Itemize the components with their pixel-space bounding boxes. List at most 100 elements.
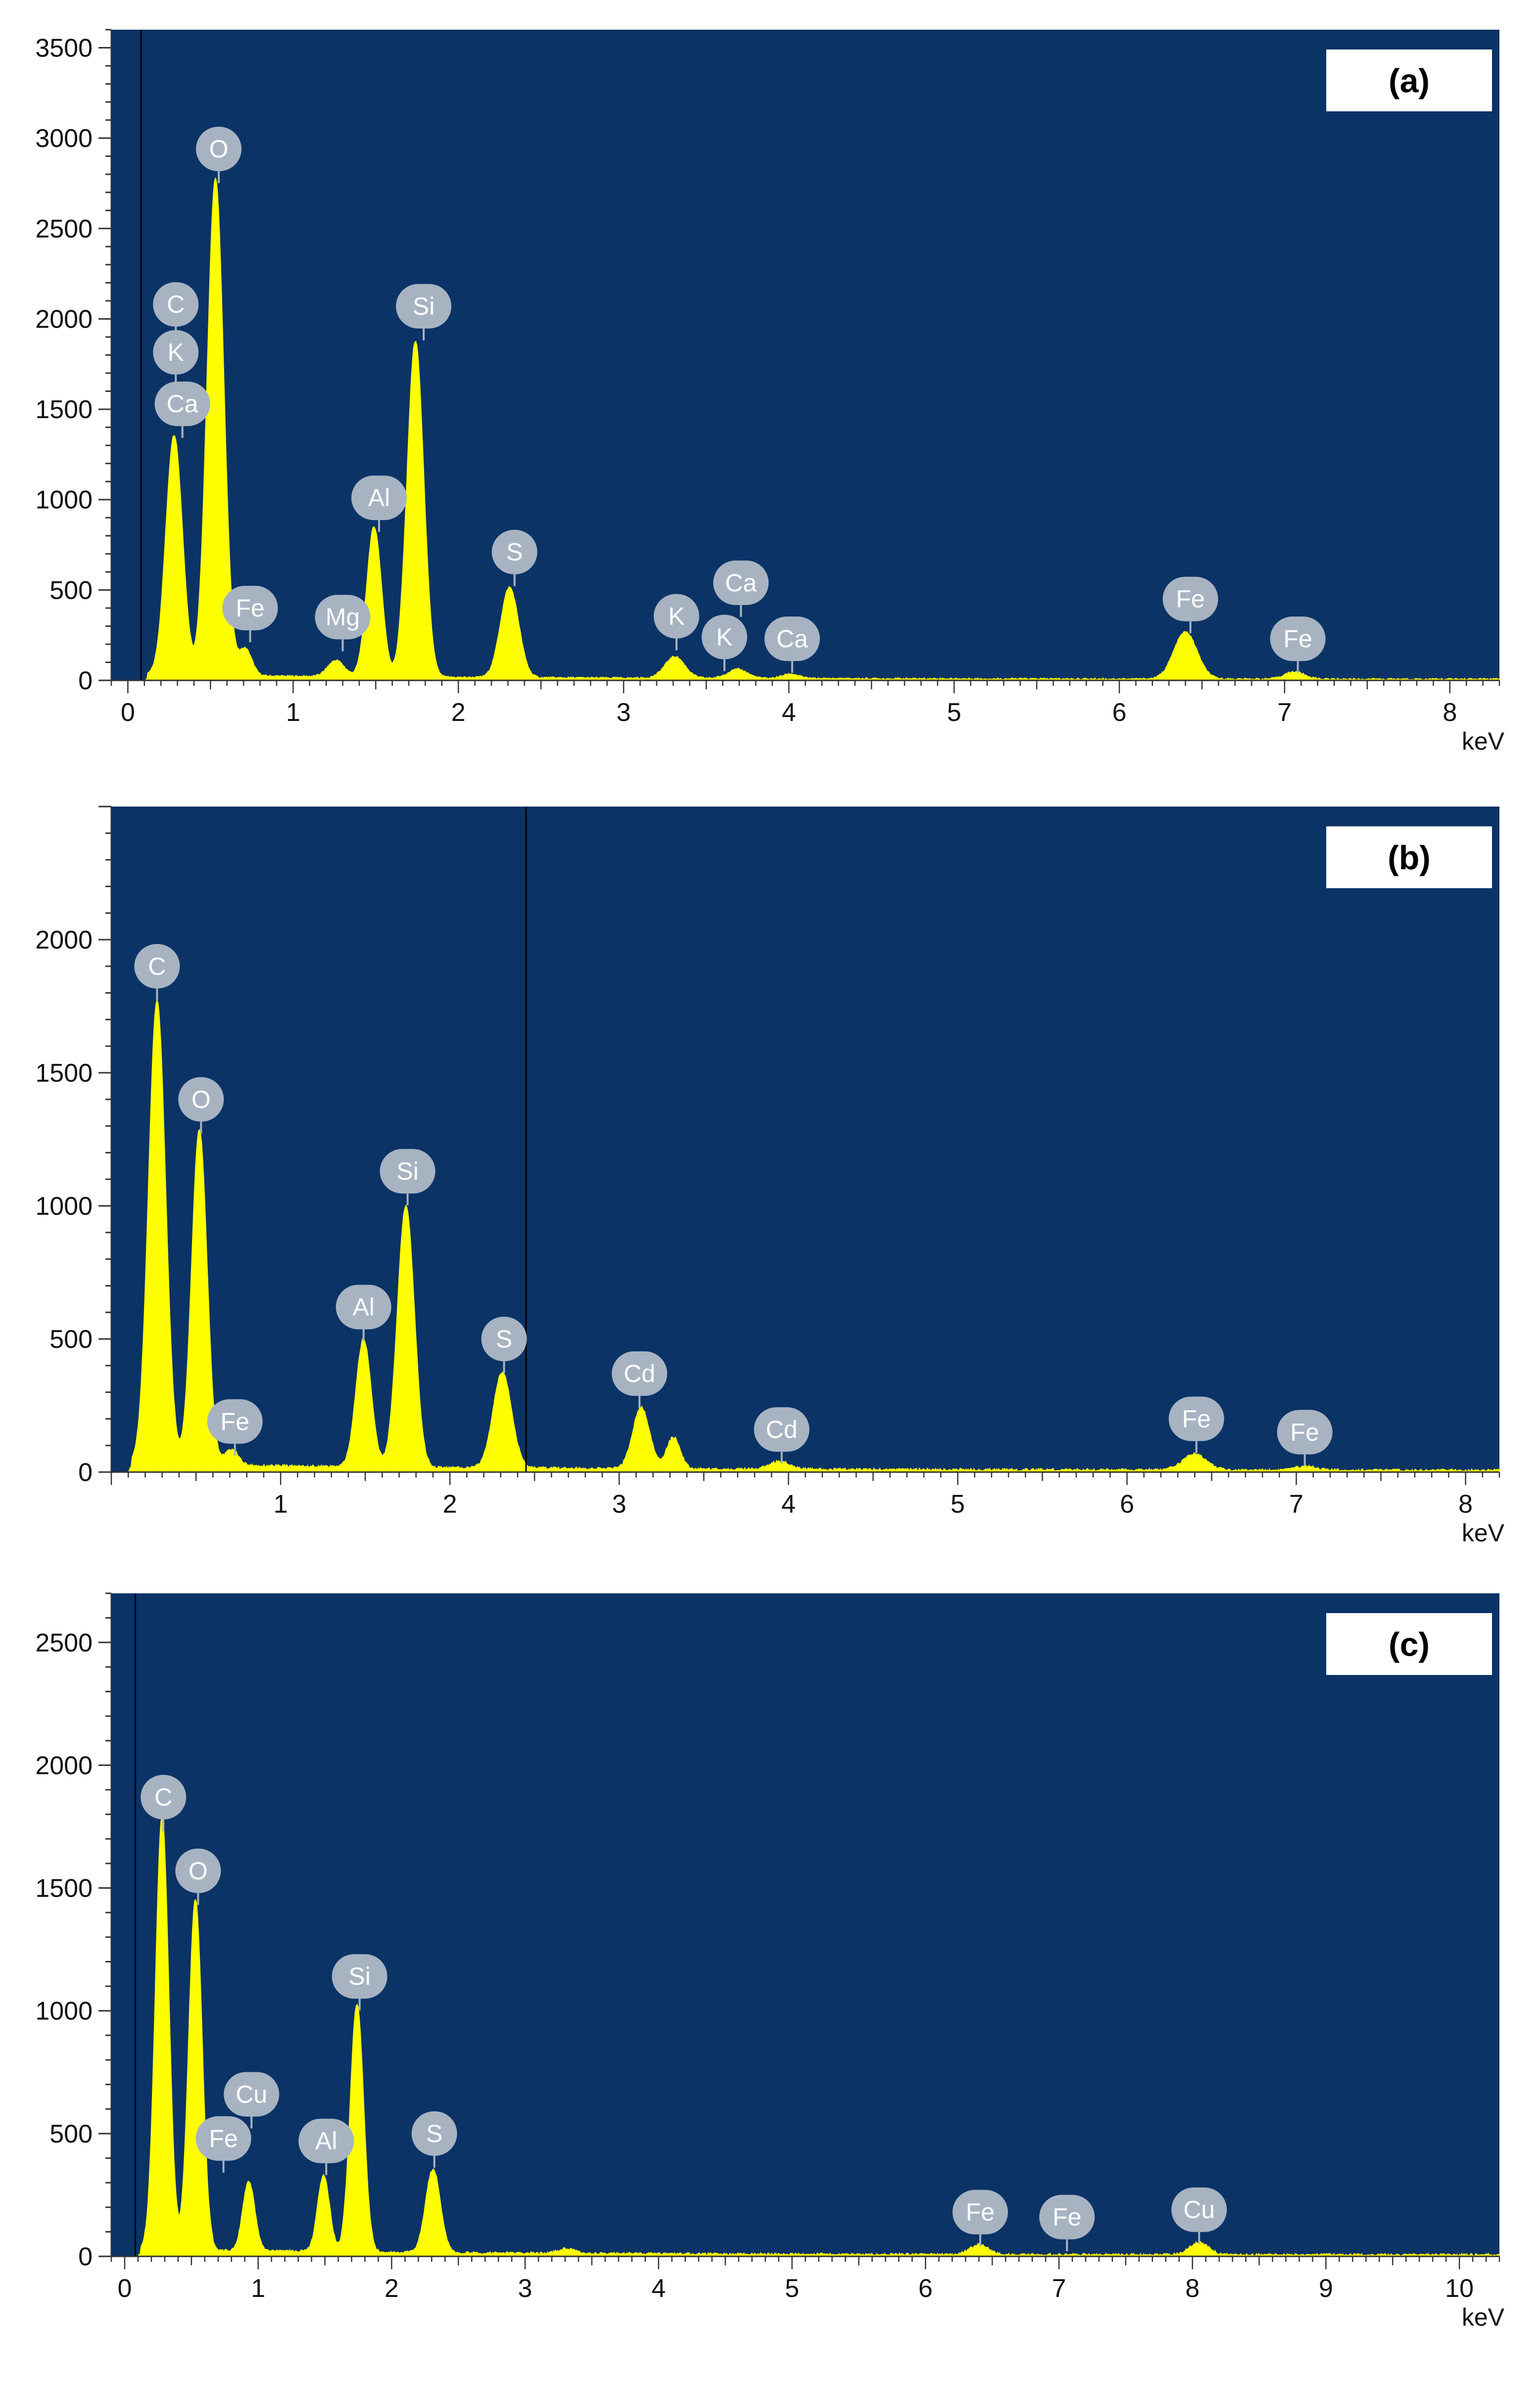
peak-label-k-10: K bbox=[701, 615, 747, 671]
peak-label-text: O bbox=[209, 135, 229, 163]
spectrum-chart-a: 0 500 1000 1500 2000 2500 3000 3500 0 1 2 3 4 5 6 7 8keV… bbox=[35, 29, 1505, 755]
x-tick-label-7: 7 bbox=[1289, 1490, 1303, 1519]
spectrum-series bbox=[111, 178, 1500, 681]
y-tick-label-2000: 2000 bbox=[35, 926, 93, 955]
x-tick-label-9: 9 bbox=[1319, 2274, 1333, 2303]
x-tick-label-3: 3 bbox=[612, 1490, 626, 1519]
peak-label-bubble bbox=[134, 944, 180, 989]
y-tick-label-500: 500 bbox=[49, 1325, 93, 1354]
panel-tag-label: (b) bbox=[1388, 839, 1431, 877]
plot-area bbox=[111, 807, 1499, 1472]
x-tick-label-1: 1 bbox=[274, 1490, 288, 1519]
peak-label-cd-7: Cd bbox=[754, 1407, 810, 1464]
peak-label-bubble bbox=[491, 529, 537, 574]
peak-label-text: O bbox=[192, 1086, 211, 1113]
x-tick-label-3: 3 bbox=[617, 698, 631, 727]
x-tick-label-8: 8 bbox=[1443, 698, 1457, 727]
peak-label-bubble bbox=[222, 585, 278, 630]
peak-label-text: K bbox=[716, 623, 732, 651]
peak-label-bubble bbox=[175, 1848, 221, 1893]
peak-label-bubble bbox=[396, 284, 452, 329]
peak-label-bubble bbox=[195, 2116, 251, 2161]
panel-tag-box bbox=[1326, 826, 1492, 888]
peak-label-bubble bbox=[1039, 2195, 1095, 2240]
panel-tag-label: (a) bbox=[1389, 62, 1430, 100]
peak-label-bubble bbox=[154, 382, 210, 427]
peak-label-bubble bbox=[141, 1774, 187, 1819]
peak-label-text: Cd bbox=[624, 1360, 655, 1387]
peak-label-fe-14: Fe bbox=[1270, 616, 1326, 673]
peak-label-fe-13: Fe bbox=[1162, 576, 1218, 633]
peak-label-bubble bbox=[1168, 1396, 1224, 1441]
peak-label-text: Fe bbox=[1176, 585, 1204, 613]
y-tick-label-500: 500 bbox=[49, 576, 93, 605]
peak-label-text: C bbox=[154, 1783, 172, 1811]
x-tick-label-1: 1 bbox=[251, 2274, 265, 2303]
x-tick-label-4: 4 bbox=[782, 698, 796, 727]
peak-label-fe-4: Fe bbox=[195, 2116, 251, 2173]
peak-label-bubble bbox=[351, 476, 407, 521]
peak-label-text: K bbox=[668, 602, 684, 630]
x-tick-label-5: 5 bbox=[785, 2274, 799, 2303]
x-tick-label-1: 1 bbox=[286, 698, 300, 727]
peak-label-si-2: Si bbox=[332, 1954, 387, 2011]
spectrum-panel-a: 0 500 1000 1500 2000 2500 3000 3500 0 1 2 3 4 5 6 7 8 keV… bbox=[0, 0, 1540, 777]
peak-label-text: S bbox=[496, 1325, 512, 1353]
y-tick-label-2500: 2500 bbox=[35, 1628, 93, 1657]
peak-label-text: C bbox=[167, 290, 185, 318]
peak-label-bubble bbox=[481, 1317, 527, 1361]
peak-label-bubble bbox=[764, 616, 820, 661]
peak-label-text: Fe bbox=[1182, 1405, 1211, 1432]
x-tick-label-4: 4 bbox=[651, 2274, 666, 2303]
panel-tag-box bbox=[1326, 49, 1492, 111]
peak-label-c-0: C bbox=[134, 944, 180, 1001]
peak-label-o-1: O bbox=[175, 1848, 221, 1905]
y-tick-label-3500: 3500 bbox=[35, 34, 93, 63]
peak-label-cu-3: Cu bbox=[224, 2072, 280, 2129]
x-tick-label-2: 2 bbox=[443, 1490, 457, 1519]
x-tick-label-4: 4 bbox=[781, 1490, 796, 1519]
x-tick-label-5: 5 bbox=[951, 1490, 965, 1519]
peak-label-bubble bbox=[654, 594, 700, 639]
spectrum-series bbox=[111, 1816, 1500, 2257]
peak-label-text: C bbox=[148, 953, 166, 980]
peak-label-bubble bbox=[380, 1149, 435, 1194]
peak-label-bubble bbox=[754, 1407, 810, 1452]
y-tick-label-3000: 3000 bbox=[35, 124, 93, 153]
peak-label-text: Fe bbox=[221, 1408, 249, 1435]
plot-area bbox=[111, 30, 1499, 680]
peak-label-text: Mg bbox=[326, 603, 360, 631]
peak-label-fe-6: Fe bbox=[207, 1399, 263, 1456]
x-tick-label-0: 0 bbox=[121, 698, 135, 727]
peak-label-s-6: S bbox=[491, 529, 537, 586]
peak-label-fe-8: Fe bbox=[1168, 1396, 1224, 1453]
peak-label-text: Si bbox=[396, 1157, 418, 1185]
peak-label-k-2: K bbox=[153, 330, 199, 387]
peak-label-bubble bbox=[298, 2118, 354, 2163]
peak-label-s-6: S bbox=[411, 2111, 457, 2168]
peak-label-text: Si bbox=[413, 292, 434, 320]
peak-label-bubble bbox=[1277, 1410, 1333, 1455]
x-tick-label-7: 7 bbox=[1277, 698, 1292, 727]
peak-label-fe-9: Fe bbox=[1277, 1410, 1333, 1467]
y-tick-label-500: 500 bbox=[49, 2120, 93, 2148]
y-tick-label-2000: 2000 bbox=[35, 1751, 93, 1780]
x-tick-label-6: 6 bbox=[1112, 698, 1127, 727]
peak-label-text: Fe bbox=[1283, 625, 1312, 653]
peak-label-bubble bbox=[196, 127, 242, 172]
peak-label-al-5: Al bbox=[298, 2118, 354, 2175]
peak-label-text: S bbox=[426, 2120, 442, 2148]
x-tick-label-3: 3 bbox=[518, 2274, 532, 2303]
x-tick-label-8: 8 bbox=[1458, 1490, 1473, 1519]
peak-label-bubble bbox=[612, 1351, 668, 1396]
spectrum-series bbox=[111, 999, 1500, 1473]
peak-label-text: Si bbox=[348, 1962, 370, 1990]
peak-label-text: K bbox=[168, 338, 184, 366]
peak-label-text: Cu bbox=[1183, 2196, 1215, 2224]
peak-label-text: Al bbox=[315, 2127, 337, 2155]
peak-label-bubble bbox=[153, 330, 199, 375]
panel-tag-label: (c) bbox=[1389, 1626, 1430, 1664]
x-unit-label: keV bbox=[1462, 1519, 1505, 1547]
peak-label-bubble bbox=[411, 2111, 457, 2156]
